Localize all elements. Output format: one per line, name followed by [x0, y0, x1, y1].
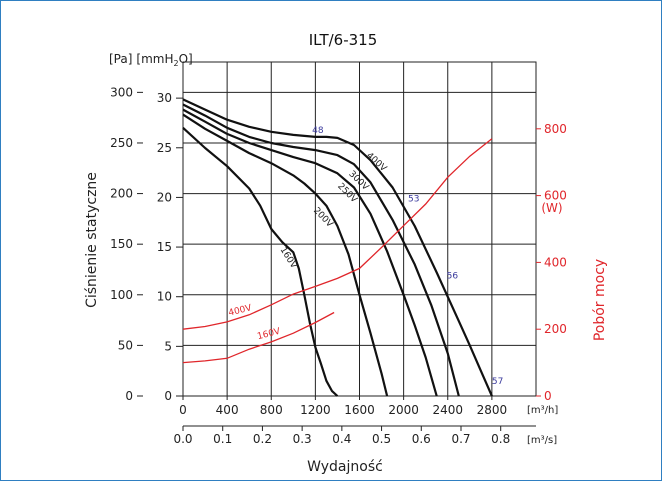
x-tick-m3h: 0 — [179, 403, 187, 417]
right-axis-unit: (W) — [541, 201, 562, 215]
x-tick-m3s: 0.3 — [293, 432, 312, 446]
y-tick-power: 400 — [544, 255, 567, 269]
y-tick-power: 0 — [544, 389, 552, 403]
y-tick-pa: 200 — [110, 187, 133, 201]
y-tick-mmh2o: 25 — [157, 141, 172, 155]
x-tick-m3h: 400 — [216, 403, 239, 417]
y-tick-power: 600 — [544, 189, 567, 203]
mmh2o-unit-end: O] — [179, 52, 193, 66]
y-tick-mmh2o: 30 — [157, 91, 172, 105]
y-tick-pa: 150 — [110, 237, 133, 251]
pa-unit: [Pa] — [109, 52, 132, 66]
x-tick-m3s: 0.4 — [332, 432, 351, 446]
x-tick-m3h: 2400 — [432, 403, 463, 417]
y-tick-mmh2o: 0 — [164, 389, 172, 403]
curve-point-label: 57 — [492, 377, 503, 387]
x-unit-m3s: [m³/s] — [527, 435, 557, 446]
x-tick-m3s: 0.0 — [173, 432, 192, 446]
y-tick-pa: 300 — [110, 85, 133, 99]
y-tick-pa: 250 — [110, 136, 133, 150]
mmh2o-unit-main: [mmH — [136, 52, 173, 66]
x-tick-m3h: 2000 — [388, 403, 419, 417]
pressure-curve-160v — [182, 126, 339, 397]
chart-title: ILT/6-315 — [309, 31, 378, 49]
y-tick-pa: 0 — [125, 389, 133, 403]
power-curve-160v — [182, 311, 335, 364]
curve-point-label: 48 — [312, 126, 324, 136]
pressure-curve-200v — [182, 113, 389, 397]
pressure-curve-400v — [182, 98, 493, 397]
right-axis-title: Pobór mocy — [592, 259, 608, 341]
curve-point-label: 53 — [408, 195, 419, 205]
y-tick-power: 200 — [544, 322, 567, 336]
x-axis-title: Wydajność — [307, 459, 383, 475]
y-tick-mmh2o: 5 — [164, 339, 172, 353]
x-tick-m3h: 2800 — [477, 403, 508, 417]
pressure-curve-300v — [182, 103, 460, 397]
mmh2o-unit-sub: 2 — [174, 59, 179, 68]
y-tick-mmh2o: 20 — [157, 190, 172, 204]
x-tick-m3s: 0.5 — [372, 432, 391, 446]
x-tick-m3s: 0.8 — [491, 432, 510, 446]
left-axis-units: [Pa] [mmH2O] — [109, 52, 193, 68]
power-curve-label: 400V — [228, 303, 254, 319]
pressure-curve-label: 400V — [364, 151, 389, 175]
pressure-curve-250v — [182, 108, 438, 397]
left-axis-title: Ciśnienie statyczne — [84, 172, 100, 308]
x-tick-m3h: 1200 — [300, 403, 331, 417]
x-tick-m3h: 800 — [260, 403, 283, 417]
x-tick-m3s: 0.6 — [412, 432, 431, 446]
x-tick-m3h: 1600 — [344, 403, 375, 417]
pressure-curve-label: 200V — [311, 206, 335, 230]
y-tick-pa: 50 — [118, 338, 133, 352]
power-curve-400v — [182, 138, 493, 330]
x-tick-m3s: 0.7 — [451, 432, 470, 446]
x-tick-m3s: 0.2 — [253, 432, 272, 446]
x-tick-m3s: 0.1 — [213, 432, 232, 446]
y-tick-power: 800 — [544, 122, 567, 136]
y-tick-mmh2o: 15 — [157, 240, 172, 254]
y-tick-mmh2o: 10 — [157, 290, 172, 304]
y-tick-pa: 100 — [110, 288, 133, 302]
curve-point-label: 56 — [447, 272, 459, 282]
x-unit-m3h: [m³/h] — [527, 405, 558, 416]
